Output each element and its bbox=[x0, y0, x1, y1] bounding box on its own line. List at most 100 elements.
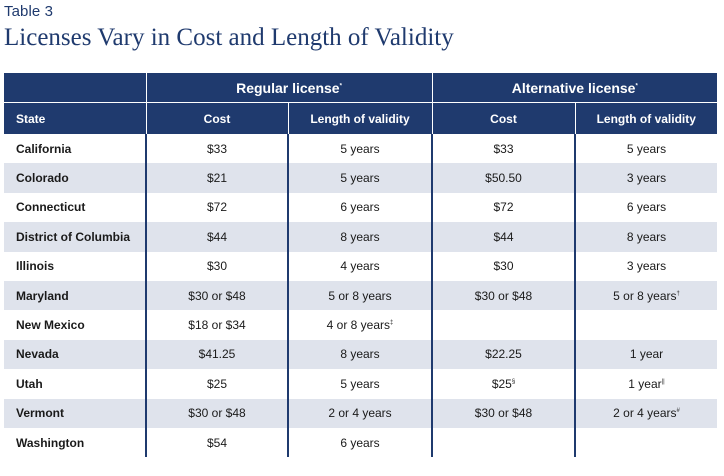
table-row: District of Columbia $44 8 years $44 8 years bbox=[4, 222, 718, 252]
column-header-state: State bbox=[4, 102, 146, 134]
cell-alt-length: 1 year|| bbox=[573, 369, 718, 399]
column-header-row: State Cost Length of validity Cost Lengt… bbox=[4, 102, 718, 134]
group-alternative-mark: * bbox=[635, 82, 638, 89]
cell-alt-cost: $30 bbox=[431, 251, 575, 281]
cell-cost: $21 bbox=[145, 163, 288, 193]
cell-alt-cost: $33 bbox=[431, 134, 575, 164]
cell-length-text: 5 years bbox=[340, 141, 380, 156]
cell-length: 6 years bbox=[287, 427, 432, 458]
cell-length-text: 2 or 4 years bbox=[328, 406, 392, 421]
group-alternative-label: Alternative license bbox=[511, 79, 636, 96]
cell-alt-cost: $25§ bbox=[431, 369, 575, 399]
cell-alt-length-text: 6 years bbox=[626, 200, 667, 215]
cell-alt-cost: $44 bbox=[431, 222, 575, 252]
cell-cost: $33 bbox=[145, 134, 288, 164]
table-row: Washington $54 6 years bbox=[4, 427, 718, 458]
cell-length: 8 years bbox=[287, 222, 432, 252]
cell-state-text: Colorado bbox=[16, 171, 69, 186]
cell-state-text: Maryland bbox=[16, 288, 69, 303]
column-header-length: Length of validity bbox=[287, 102, 432, 134]
cell-state: Nevada bbox=[4, 339, 146, 370]
cell-alt-cost: $22.25 bbox=[431, 339, 575, 370]
cell-state-text: Illinois bbox=[16, 259, 55, 274]
cell-length-text: 5 years bbox=[340, 376, 380, 391]
cell-alt-length: 6 years bbox=[573, 192, 718, 223]
cell-cost-text: $21 bbox=[206, 171, 228, 186]
cell-length: 4 or 8 years‡ bbox=[287, 310, 432, 340]
cell-state-text: New Mexico bbox=[16, 318, 85, 333]
cell-state: District of Columbia bbox=[4, 222, 146, 252]
cell-state: Vermont bbox=[4, 398, 146, 428]
cell-state: Maryland bbox=[4, 280, 146, 311]
cell-length-text: 6 years bbox=[340, 200, 380, 215]
cell-length: 8 years bbox=[287, 339, 432, 370]
cell-alt-length-text: 5 or 8 years bbox=[613, 288, 677, 303]
table-row: Colorado $21 5 years $50.50 3 years bbox=[4, 163, 718, 193]
cell-alt-length-footnote-mark: # bbox=[676, 408, 680, 415]
cell-alt-cost: $30 or $48 bbox=[431, 280, 575, 311]
cell-length: 5 years bbox=[287, 163, 432, 193]
table-row: Connecticut $72 6 years $72 6 years bbox=[4, 192, 718, 223]
cell-alt-cost-text: $50.50 bbox=[485, 171, 522, 186]
cell-alt-length-text: 1 year bbox=[629, 347, 664, 362]
cell-alt-length-text: 8 years bbox=[626, 229, 667, 244]
cell-alt-length: 8 years bbox=[573, 222, 718, 252]
cell-alt-cost bbox=[431, 427, 575, 458]
cell-length-text: 8 years bbox=[340, 229, 380, 244]
cell-alt-length bbox=[573, 310, 718, 340]
group-header-blank bbox=[4, 73, 146, 103]
table-row: Illinois $30 4 years $30 3 years bbox=[4, 251, 718, 281]
cell-alt-cost-text: $30 bbox=[493, 259, 514, 274]
cell-length-text: 5 years bbox=[340, 171, 380, 186]
cell-alt-length-text: 3 years bbox=[626, 259, 667, 274]
cell-alt-cost-text: $22.25 bbox=[485, 347, 522, 362]
cell-alt-cost-footnote-mark: § bbox=[511, 378, 516, 385]
license-table: Regular license* Alternative license* St… bbox=[4, 73, 718, 458]
cell-state: California bbox=[4, 134, 146, 164]
cell-cost: $18 or $34 bbox=[145, 310, 288, 340]
cell-alt-cost-text: $30 or $48 bbox=[474, 288, 533, 303]
cell-alt-cost: $50.50 bbox=[431, 163, 575, 193]
cell-alt-cost-text: $44 bbox=[493, 229, 514, 244]
cell-state-text: Washington bbox=[16, 435, 85, 450]
cell-length: 5 or 8 years bbox=[287, 280, 432, 311]
cell-state: Washington bbox=[4, 427, 146, 458]
cell-length-footnote-mark: ‡ bbox=[390, 320, 394, 327]
cell-cost-text: $72 bbox=[206, 200, 228, 215]
cell-length: 4 years bbox=[287, 251, 432, 281]
table-row: California $33 5 years $33 5 years bbox=[4, 134, 718, 164]
column-header-alt-cost: Cost bbox=[431, 102, 575, 134]
cell-alt-cost-text: $25 bbox=[491, 376, 512, 391]
cell-state-text: California bbox=[16, 141, 72, 156]
cell-alt-length: 2 or 4 years# bbox=[573, 398, 718, 428]
group-regular-label: Regular license bbox=[236, 79, 340, 96]
cell-alt-cost: $72 bbox=[431, 192, 575, 223]
cell-cost-text: $30 or $48 bbox=[188, 406, 246, 421]
cell-length: 6 years bbox=[287, 192, 432, 223]
cell-length: 5 years bbox=[287, 134, 432, 164]
cell-cost-text: $33 bbox=[206, 141, 228, 156]
cell-alt-length-text: 1 year bbox=[628, 376, 662, 391]
cell-cost-text: $18 or $34 bbox=[188, 318, 246, 333]
table-row: New Mexico $18 or $34 4 or 8 years‡ bbox=[4, 310, 718, 340]
cell-cost-text: $30 or $48 bbox=[188, 288, 246, 303]
group-header-row: Regular license* Alternative license* bbox=[4, 73, 718, 103]
cell-alt-cost-text: $72 bbox=[493, 200, 514, 215]
cell-length-text: 4 or 8 years bbox=[326, 318, 391, 333]
column-header-cost: Cost bbox=[145, 102, 288, 134]
cell-alt-length-footnote-mark: † bbox=[676, 290, 680, 297]
cell-cost: $30 bbox=[145, 251, 288, 281]
cell-cost: $30 or $48 bbox=[145, 398, 288, 428]
cell-state-text: Connecticut bbox=[16, 200, 86, 215]
cell-alt-length-text: 5 years bbox=[626, 141, 667, 156]
table-body: California $33 5 years $33 5 years Colorado $2… bbox=[4, 134, 718, 458]
table-row: Maryland $30 or $48 5 or 8 years $30 or $48… bbox=[4, 280, 718, 311]
cell-length-text: 8 years bbox=[340, 347, 380, 362]
cell-alt-length: 5 years bbox=[573, 134, 718, 164]
cell-alt-length-footnote-mark: || bbox=[661, 378, 665, 385]
cell-cost-text: $25 bbox=[206, 376, 228, 391]
cell-cost-text: $54 bbox=[206, 435, 228, 450]
cell-state: Connecticut bbox=[4, 192, 146, 223]
group-header-regular: Regular license* bbox=[145, 73, 432, 103]
group-regular-mark: * bbox=[339, 82, 342, 89]
